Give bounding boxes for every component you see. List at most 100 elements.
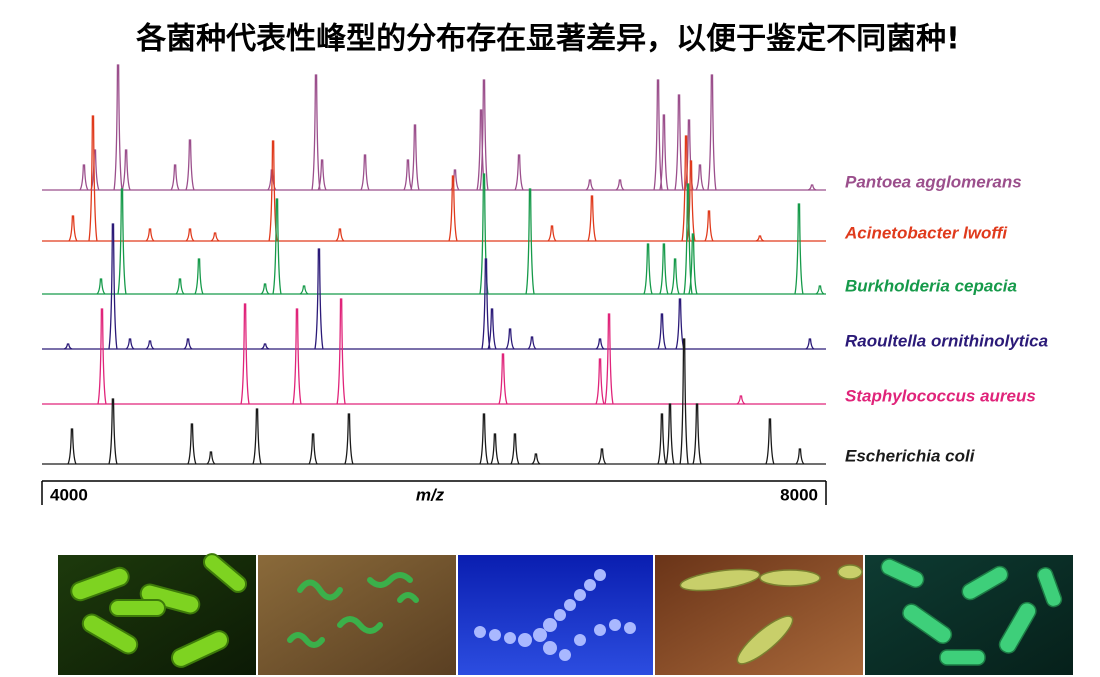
peak [308, 433, 318, 465]
peak [704, 210, 714, 242]
legend-label: Raoultella ornithinolytica [845, 331, 1048, 350]
x-axis-label: m/z [416, 485, 445, 504]
peak [498, 353, 508, 405]
peak [527, 336, 537, 350]
peak [335, 228, 345, 242]
peak [657, 313, 667, 350]
peak [194, 258, 204, 295]
peak [210, 232, 220, 242]
peak [657, 413, 667, 465]
peak [531, 453, 541, 465]
peak [665, 403, 675, 465]
peak [240, 303, 250, 405]
peak [585, 179, 595, 191]
peak [487, 308, 497, 350]
peak [597, 448, 607, 465]
peak [547, 225, 557, 242]
peak [794, 203, 804, 295]
peak [67, 428, 77, 465]
peak [183, 338, 193, 350]
peak [145, 228, 155, 242]
peak [479, 413, 489, 465]
peak [260, 283, 270, 295]
photos [58, 553, 1073, 675]
photo [258, 555, 456, 675]
peak [659, 243, 669, 295]
peak [615, 179, 625, 191]
x-tick-label: 4000 [50, 485, 88, 504]
title: 各菌种代表性峰型的分布存在显著差异，以便于鉴定不同菌种! [135, 22, 960, 57]
legend-label: Escherichia coli [845, 446, 976, 465]
peak [674, 94, 684, 191]
peak [311, 74, 321, 191]
peak [88, 115, 98, 242]
peak [68, 215, 78, 242]
peak [175, 278, 185, 295]
peak [595, 358, 605, 405]
peak [272, 198, 282, 295]
legend-label: Staphylococcus aureus [845, 386, 1036, 405]
peak [510, 433, 520, 465]
peak [795, 448, 805, 465]
peak [481, 258, 491, 350]
peak [736, 395, 746, 405]
peak [604, 313, 614, 405]
peak [815, 285, 825, 295]
peak [108, 223, 118, 350]
peak [260, 343, 270, 350]
peak [755, 235, 765, 242]
peak [403, 159, 413, 191]
peak [688, 233, 698, 295]
peak [344, 413, 354, 465]
peak [185, 139, 195, 191]
peak [679, 338, 689, 465]
peak [514, 154, 524, 191]
peak [170, 164, 180, 191]
peak [97, 308, 107, 405]
peak [525, 188, 535, 295]
peak [145, 340, 155, 350]
peak [252, 408, 262, 465]
peak [765, 418, 775, 465]
peak [79, 164, 89, 191]
peak [505, 328, 515, 350]
peak [96, 278, 106, 295]
legend-label: Pantoea agglomerans [845, 172, 1022, 191]
peak [695, 164, 705, 191]
peak [108, 398, 118, 465]
peak [805, 338, 815, 350]
peak [317, 159, 327, 191]
legend-label: Burkholderia cepacia [845, 276, 1017, 295]
peak [117, 188, 127, 295]
peak [121, 149, 131, 191]
peak [206, 451, 216, 465]
peak [314, 248, 324, 350]
x-tick-label: 8000 [780, 485, 818, 504]
peak [90, 149, 100, 191]
peak [336, 298, 346, 405]
peak [653, 79, 663, 191]
peak [692, 403, 702, 465]
peak [659, 114, 669, 191]
peak [410, 124, 420, 191]
peak [595, 338, 605, 350]
peak [643, 243, 653, 295]
peak [125, 338, 135, 350]
peak [807, 184, 817, 191]
peak [448, 175, 458, 242]
peak [113, 64, 123, 191]
peak [63, 343, 73, 350]
peak [187, 423, 197, 465]
legend-label: Acinetobacter lwoffi [844, 223, 1008, 242]
peak [185, 228, 195, 242]
peak [707, 74, 717, 191]
peak [587, 195, 597, 242]
peak [292, 308, 302, 405]
peak [299, 285, 309, 295]
peak [490, 433, 500, 465]
peak [675, 298, 685, 350]
peak [360, 154, 370, 191]
peak [670, 258, 680, 295]
